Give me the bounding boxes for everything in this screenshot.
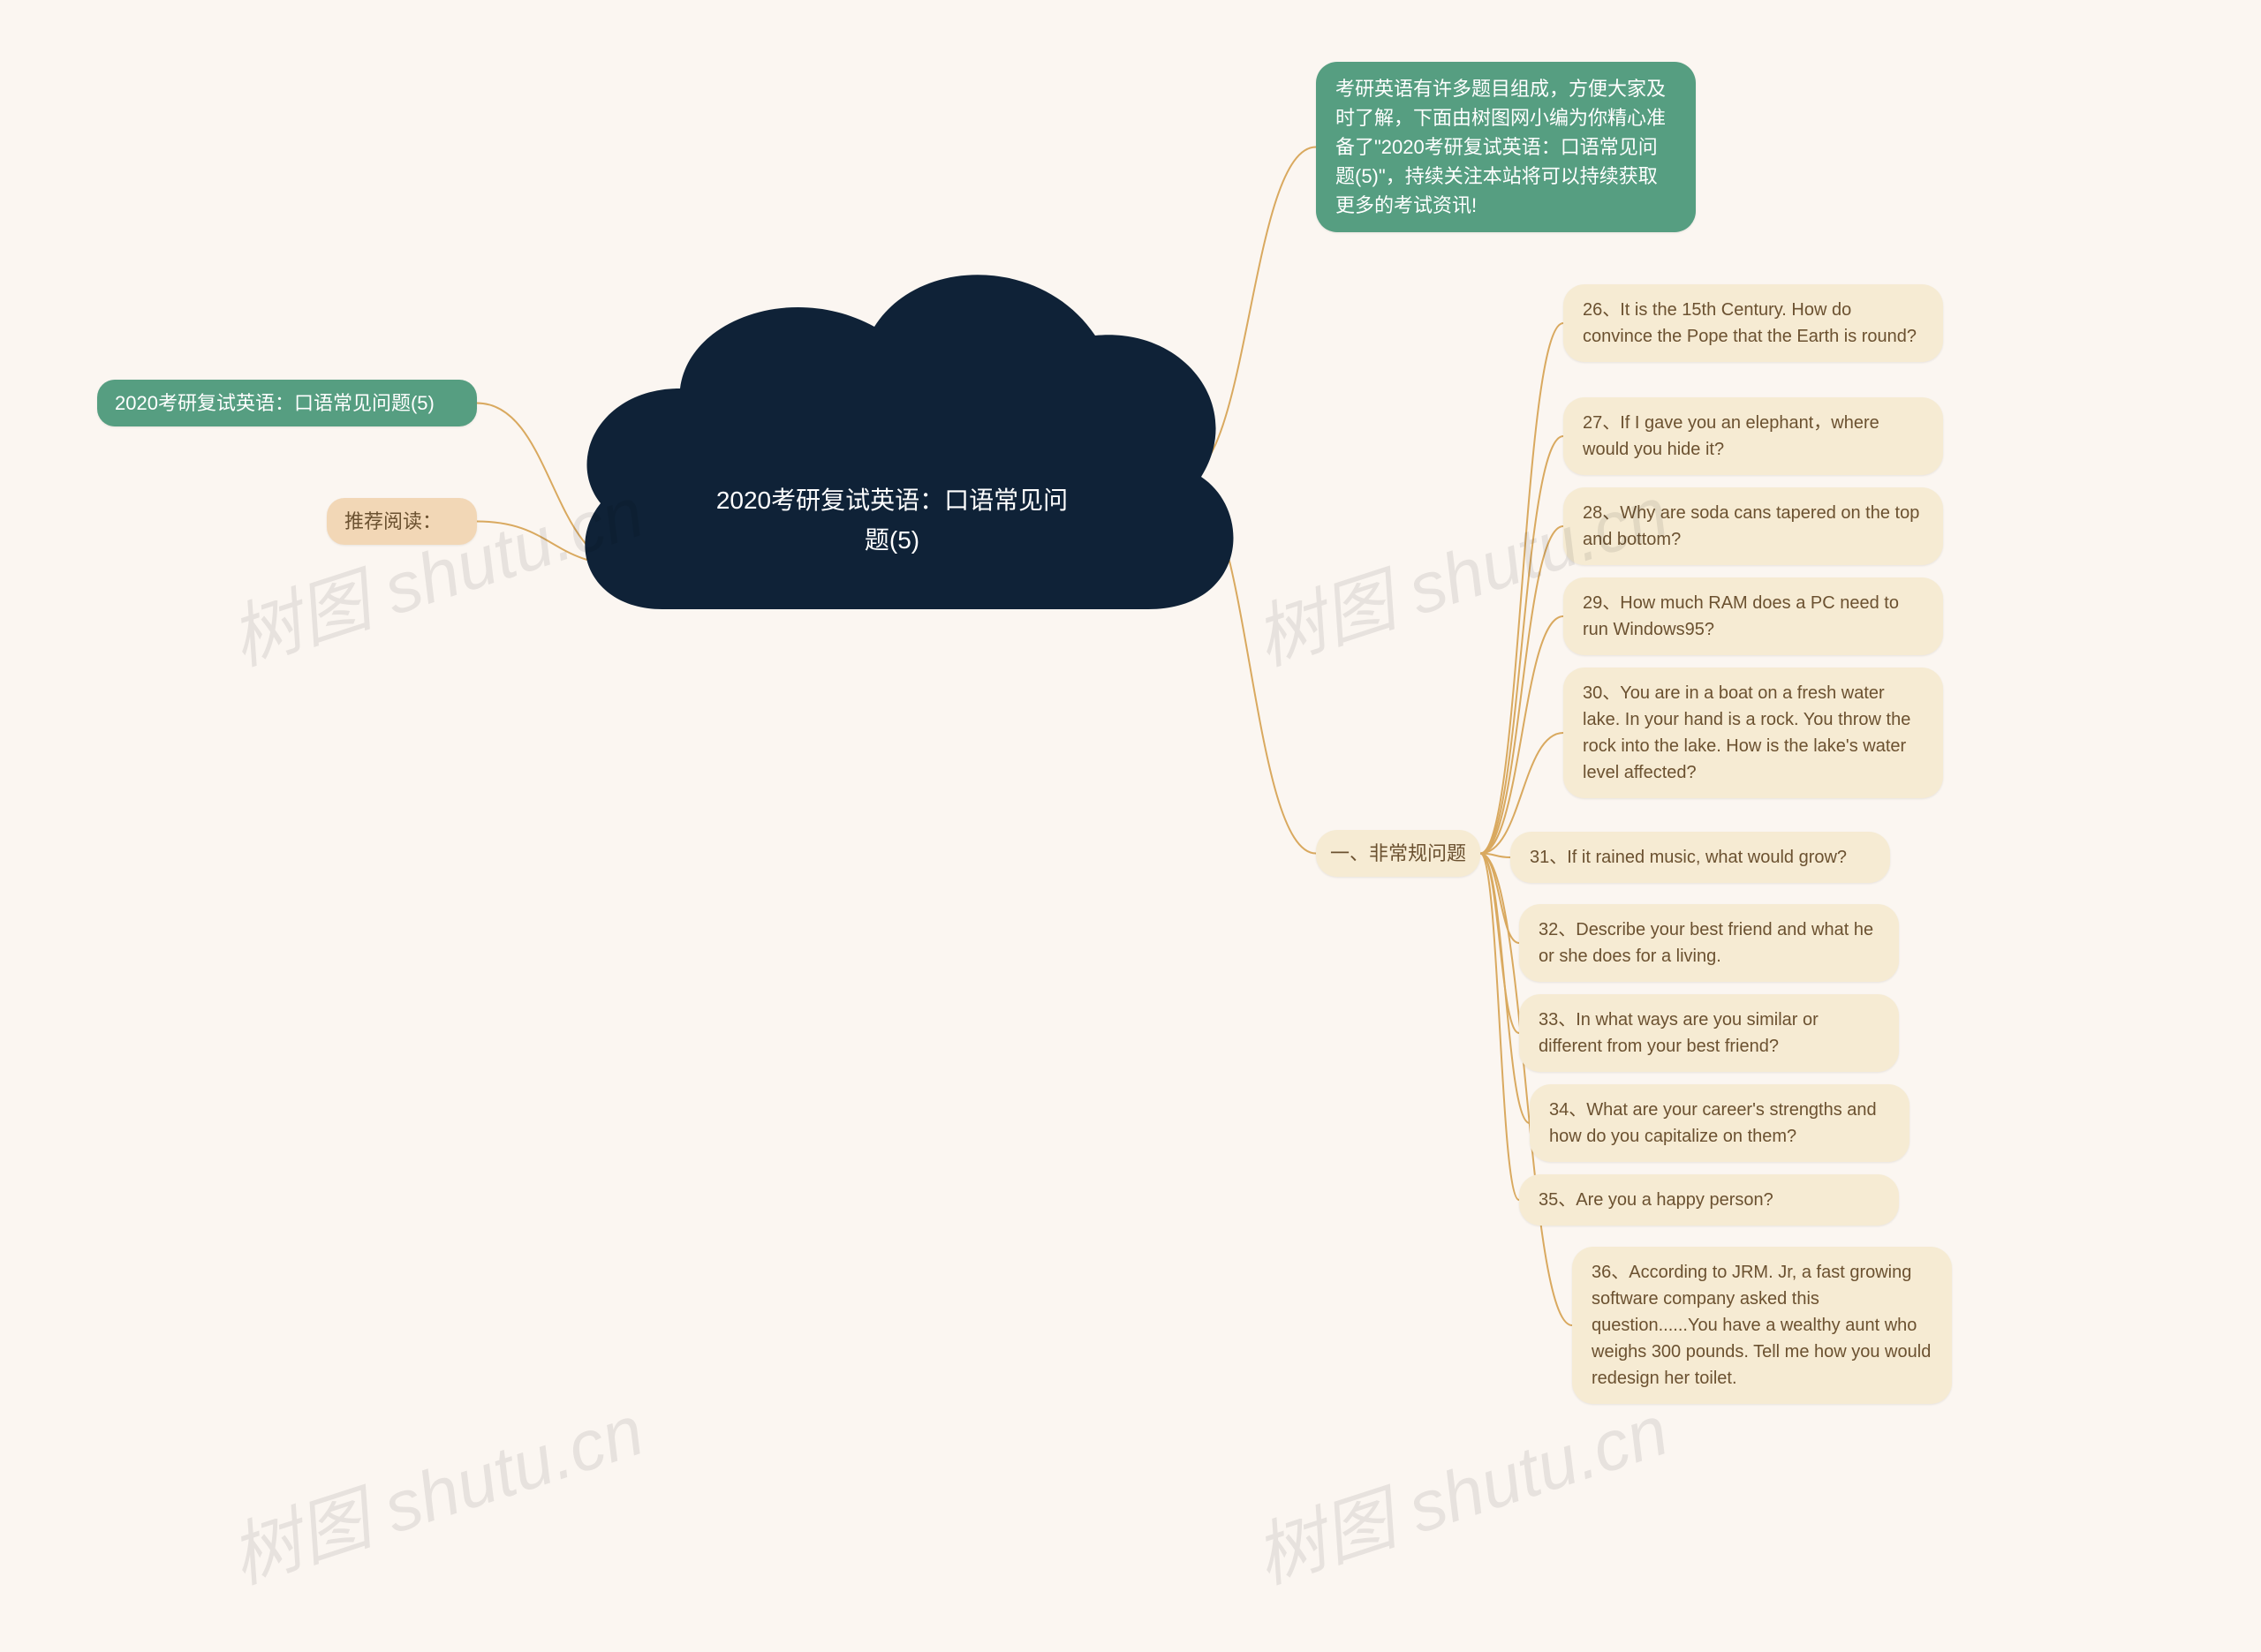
mindmap-node[interactable]: 32、Describe your best friend and what he… (1519, 904, 1899, 982)
mindmap-node[interactable]: 34、What are your career's strengths and … (1530, 1084, 1909, 1162)
mindmap-node[interactable]: 2020考研复试英语：口语常见问题(5) (97, 380, 477, 426)
mindmap-node[interactable]: 26、It is the 15th Century. How do convin… (1563, 284, 1943, 362)
mindmap-node[interactable]: 27、If I gave you an elephant，where would… (1563, 397, 1943, 475)
center-cloud (548, 230, 1254, 689)
center-title: 2020考研复试英语：口语常见问题(5) (715, 481, 1069, 561)
mindmap-node[interactable]: 33、In what ways are you similar or diffe… (1519, 994, 1899, 1072)
mindmap-node[interactable]: 推荐阅读： (327, 498, 477, 545)
mindmap-node[interactable]: 一、非常规问题 (1316, 830, 1480, 877)
mindmap-node[interactable]: 31、If it rained music, what would grow? (1510, 832, 1890, 883)
mindmap-node[interactable]: 29、How much RAM does a PC need to run Wi… (1563, 577, 1943, 655)
mindmap-node[interactable]: 30、You are in a boat on a fresh water la… (1563, 668, 1943, 798)
mindmap-node[interactable]: 35、Are you a happy person? (1519, 1174, 1899, 1226)
mindmap-node[interactable]: 36、According to JRM. Jr, a fast growing … (1572, 1247, 1952, 1404)
mindmap-node[interactable]: 考研英语有许多题目组成，方便大家及时了解，下面由树图网小编为你精心准备了"202… (1316, 62, 1696, 232)
mindmap-node[interactable]: 28、Why are soda cans tapered on the top … (1563, 487, 1943, 565)
